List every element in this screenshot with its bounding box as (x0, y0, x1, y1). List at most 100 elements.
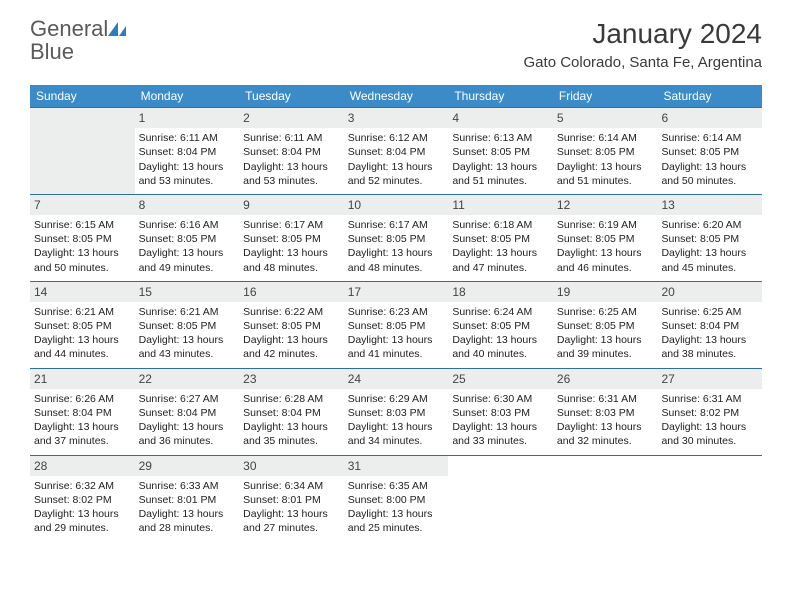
sunset-line: Sunset: 8:04 PM (34, 406, 131, 420)
day-cell: 28Sunrise: 6:32 AMSunset: 8:02 PMDayligh… (30, 456, 135, 542)
sunrise-line: Sunrise: 6:21 AM (139, 305, 236, 319)
day-cell: 21 Sunrise: 6:26 AMSunset: 8:04 PMDayligh… (30, 369, 135, 455)
day-cell: 15Sunrise: 6:21 AMSunset: 8:05 PMDayligh… (135, 282, 240, 368)
daylight-line: Daylight: 13 hours and 50 minutes. (34, 246, 131, 274)
day-number: 6 (657, 108, 762, 128)
sunrise-line: Sunrise: 6:11 AM (243, 131, 340, 145)
daylight-line: Daylight: 13 hours and 28 minutes. (139, 507, 236, 535)
week-row: 1Sunrise: 6:11 AMSunset: 8:04 PMDaylight… (30, 107, 762, 194)
day-number: 15 (135, 282, 240, 302)
week-row: 28Sunrise: 6:32 AMSunset: 8:02 PMDayligh… (30, 455, 762, 542)
month-title: January 2024 (524, 18, 762, 50)
sunset-line: Sunset: 8:05 PM (452, 319, 549, 333)
sunrise-line: Sunrise: 6:19 AM (557, 218, 654, 232)
sunset-line: Sunset: 8:05 PM (34, 319, 131, 333)
daylight-line: Daylight: 13 hours and 51 minutes. (452, 160, 549, 188)
day-cell: 12Sunrise: 6:19 AMSunset: 8:05 PMDayligh… (553, 195, 658, 281)
daylight-line: Daylight: 13 hours and 44 minutes. (34, 333, 131, 361)
dow-cell: Wednesday (344, 85, 449, 107)
day-number: 27 (657, 369, 762, 389)
day-number: 21 (30, 369, 135, 389)
sunrise-line: Sunrise: 6:35 AM (348, 479, 445, 493)
day-number: 29 (135, 456, 240, 476)
sunrise-line: Sunrise: 6:23 AM (348, 305, 445, 319)
day-number: 9 (239, 195, 344, 215)
day-cell: 30Sunrise: 6:34 AMSunset: 8:01 PMDayligh… (239, 456, 344, 542)
sunrise-line: Sunrise: 6:12 AM (348, 131, 445, 145)
day-cell: 13Sunrise: 6:20 AMSunset: 8:05 PMDayligh… (657, 195, 762, 281)
sunrise-line: Sunrise: 6:26 AM (34, 392, 131, 406)
daylight-line: Daylight: 13 hours and 33 minutes. (452, 420, 549, 448)
sunrise-line: Sunrise: 6:30 AM (452, 392, 549, 406)
sunrise-line: Sunrise: 6:31 AM (557, 392, 654, 406)
daylight-line: Daylight: 13 hours and 46 minutes. (557, 246, 654, 274)
sunset-line: Sunset: 8:05 PM (348, 319, 445, 333)
sunrise-line: Sunrise: 6:21 AM (34, 305, 131, 319)
sunrise-line: Sunrise: 6:17 AM (348, 218, 445, 232)
daylight-line: Daylight: 13 hours and 51 minutes. (557, 160, 654, 188)
day-number: 11 (448, 195, 553, 215)
daylight-line: Daylight: 13 hours and 53 minutes. (243, 160, 340, 188)
daylight-line: Daylight: 13 hours and 41 minutes. (348, 333, 445, 361)
day-cell: 1Sunrise: 6:11 AMSunset: 8:04 PMDaylight… (135, 108, 240, 194)
day-number: 4 (448, 108, 553, 128)
sunset-line: Sunset: 8:05 PM (557, 145, 654, 159)
sunset-line: Sunset: 8:03 PM (557, 406, 654, 420)
day-number: 2 (239, 108, 344, 128)
sunset-line: Sunset: 8:04 PM (348, 145, 445, 159)
sunrise-line: Sunrise: 6:33 AM (139, 479, 236, 493)
sunrise-line: Sunrise: 6:24 AM (452, 305, 549, 319)
dow-cell: Thursday (448, 85, 553, 107)
sunrise-line: Sunrise: 6:27 AM (139, 392, 236, 406)
day-cell: 25Sunrise: 6:30 AMSunset: 8:03 PMDayligh… (448, 369, 553, 455)
daylight-line: Daylight: 13 hours and 53 minutes. (139, 160, 236, 188)
sunset-line: Sunset: 8:04 PM (139, 406, 236, 420)
title-block: January 2024 Gato Colorado, Santa Fe, Ar… (524, 18, 762, 71)
sunset-line: Sunset: 8:05 PM (557, 319, 654, 333)
daylight-line: Daylight: 13 hours and 36 minutes. (139, 420, 236, 448)
logo-text-blue: Blue (30, 39, 74, 64)
sunrise-line: Sunrise: 6:17 AM (243, 218, 340, 232)
day-number: 16 (239, 282, 344, 302)
day-number: 19 (553, 282, 658, 302)
day-cell: 4Sunrise: 6:13 AMSunset: 8:05 PMDaylight… (448, 108, 553, 194)
week-row: 21Sunrise: 6:26 AMSunset: 8:04 PMDayligh… (30, 368, 762, 455)
day-number: 22 (135, 369, 240, 389)
day-cell: 14Sunrise: 6:21 AMSunset: 8:05 PMDayligh… (30, 282, 135, 368)
sunrise-line: Sunrise: 6:34 AM (243, 479, 340, 493)
day-cell: 3Sunrise: 6:12 AMSunset: 8:04 PMDaylight… (344, 108, 449, 194)
sunset-line: Sunset: 8:05 PM (661, 232, 758, 246)
sunrise-line: Sunrise: 6:31 AM (661, 392, 758, 406)
location: Gato Colorado, Santa Fe, Argentina (524, 54, 762, 71)
sunset-line: Sunset: 8:05 PM (243, 232, 340, 246)
sunrise-line: Sunrise: 6:22 AM (243, 305, 340, 319)
sunrise-line: Sunrise: 6:18 AM (452, 218, 549, 232)
daylight-line: Daylight: 13 hours and 50 minutes. (661, 160, 758, 188)
sunrise-line: Sunrise: 6:11 AM (139, 131, 236, 145)
day-cell: 23Sunrise: 6:28 AMSunset: 8:04 PMDayligh… (239, 369, 344, 455)
daylight-line: Daylight: 13 hours and 52 minutes. (348, 160, 445, 188)
sunrise-line: Sunrise: 6:20 AM (661, 218, 758, 232)
day-cell: 8Sunrise: 6:16 AMSunset: 8:05 PMDaylight… (135, 195, 240, 281)
day-cell (553, 456, 658, 542)
daylight-line: Daylight: 13 hours and 43 minutes. (139, 333, 236, 361)
day-cell: 20Sunrise: 6:25 AMSunset: 8:04 PMDayligh… (657, 282, 762, 368)
day-number: 30 (239, 456, 344, 476)
sunset-line: Sunset: 8:03 PM (348, 406, 445, 420)
daylight-line: Daylight: 13 hours and 27 minutes. (243, 507, 340, 535)
daylight-line: Daylight: 13 hours and 45 minutes. (661, 246, 758, 274)
sunrise-line: Sunrise: 6:13 AM (452, 131, 549, 145)
calendar: SundayMondayTuesdayWednesdayThursdayFrid… (0, 79, 792, 541)
day-number: 20 (657, 282, 762, 302)
sunset-line: Sunset: 8:03 PM (452, 406, 549, 420)
daylight-line: Daylight: 13 hours and 37 minutes. (34, 420, 131, 448)
logo: General Blue (30, 18, 126, 64)
day-of-week-header: SundayMondayTuesdayWednesdayThursdayFrid… (30, 85, 762, 107)
dow-cell: Saturday (657, 85, 762, 107)
logo-text-general: General (30, 16, 108, 41)
day-cell: 17Sunrise: 6:23 AMSunset: 8:05 PMDayligh… (344, 282, 449, 368)
day-cell: 11Sunrise: 6:18 AMSunset: 8:05 PMDayligh… (448, 195, 553, 281)
day-cell: 5Sunrise: 6:14 AMSunset: 8:05 PMDaylight… (553, 108, 658, 194)
sunrise-line: Sunrise: 6:16 AM (139, 218, 236, 232)
daylight-line: Daylight: 13 hours and 39 minutes. (557, 333, 654, 361)
